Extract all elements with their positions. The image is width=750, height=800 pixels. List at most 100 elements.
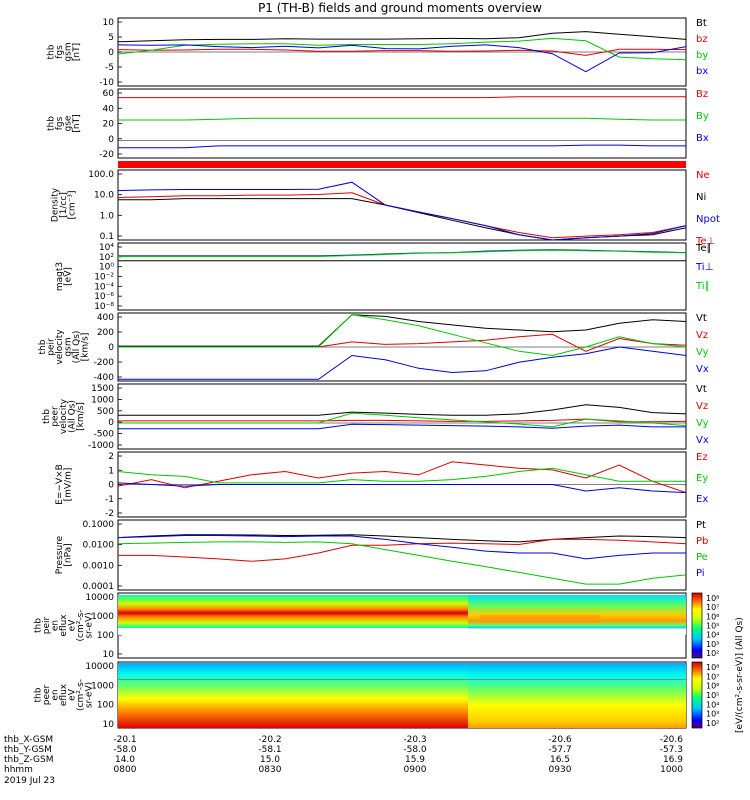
ytick-label: 10⁻⁴ — [94, 282, 114, 292]
ytick-label: -2 — [105, 509, 114, 519]
legend-entry: Pi — [696, 568, 705, 579]
ylabel-line: (cm²-s- — [76, 679, 86, 711]
ylabel-line: thb — [34, 687, 44, 702]
ylabel-line: [nT] — [72, 114, 82, 132]
ytick-label: 20 — [103, 120, 115, 130]
ytick-label: 10 — [103, 18, 115, 28]
ylabel-line: thb — [38, 339, 48, 354]
legend-entry: Ni — [696, 192, 706, 203]
colorbar-tick: 10⁸ — [706, 594, 719, 603]
peer-spectrogram-image — [118, 663, 686, 728]
ytick-label: 0 — [108, 343, 114, 353]
ytick-label: 10⁰ — [99, 263, 114, 273]
ylabel-line: [mV/m] — [63, 468, 73, 502]
series-line-Ez — [117, 461, 687, 494]
ylabel-line: en — [51, 620, 61, 631]
ytick-label: 10⁻² — [94, 273, 114, 283]
series-line-bz — [117, 48, 687, 56]
ylabel-line: sr-eV) — [85, 612, 95, 638]
panel-frame — [117, 169, 687, 241]
ylabel-line: (All Qs) — [68, 400, 78, 433]
ylabel-line: velocity — [59, 398, 69, 434]
figure-title: P1 (TH-B) fields and ground moments over… — [258, 1, 542, 15]
ytick-label: 0.1 — [100, 232, 114, 242]
ytick-label: 10⁻⁸ — [94, 302, 114, 312]
ytick-label: 1000 — [91, 681, 114, 691]
series-line-Vx — [118, 346, 687, 380]
ytick-label: -400 — [94, 373, 115, 383]
ylabel-line: peer — [51, 406, 61, 427]
legend-entry: bz — [696, 34, 708, 45]
ytick-label: 5 — [108, 33, 114, 43]
legend-entry: Pb — [696, 536, 708, 547]
ytick-label: 10000 — [85, 593, 114, 603]
legend-entry: Vy — [696, 347, 709, 358]
colorbar-tick: 10⁴ — [706, 700, 719, 709]
ylabel-line: en — [51, 689, 61, 700]
series-line-Ni — [118, 198, 687, 241]
ylabel-line: [km/s] — [76, 402, 86, 431]
series-line-Vy — [118, 314, 687, 357]
ytick-label: 0 — [108, 418, 114, 428]
ylabel-line: fgs — [55, 116, 65, 130]
ylabel-line: gsm — [63, 337, 73, 356]
panel-efield: 2 1 0 -1 -2 E=−V×B[mV/m] Ez Ey Ex — [55, 451, 708, 519]
time-axis-value: -58.0 — [403, 745, 427, 755]
legend-entry: Bt — [696, 18, 707, 29]
legend-entry: Ez — [696, 452, 708, 463]
ytick-label: 10⁻⁶ — [94, 292, 114, 302]
date-label: 2019 Jul 23 — [4, 776, 55, 786]
panel-frame — [117, 383, 687, 450]
ylabel-line: [cm⁻³] — [68, 190, 78, 219]
time-axis-value: 14.0 — [115, 755, 135, 765]
ytick-label: 40 — [103, 104, 115, 114]
ytick-label: -20 — [99, 150, 114, 160]
legend-entry: Ey — [696, 473, 708, 484]
ylabel-line: [nT] — [72, 43, 82, 61]
series-line-Ex — [117, 482, 687, 494]
ytick-label: -500 — [94, 430, 115, 440]
ylabel-line: velocity — [55, 329, 65, 365]
colorbar-bottom — [691, 661, 703, 729]
panel-frame — [117, 88, 687, 159]
time-axis-value: -58.0 — [113, 745, 137, 755]
ylabel-line: thb — [46, 116, 56, 131]
ytick-label: 0.0001 — [83, 582, 115, 592]
legend-entry: By — [696, 111, 709, 122]
colorbar-tick: 10⁶ — [706, 682, 719, 691]
ytick-label: 0.1000 — [83, 520, 115, 530]
series-line-Pe — [117, 541, 687, 585]
time-axis-value: -58.1 — [258, 745, 281, 755]
ytick-label: 10.0 — [94, 191, 114, 201]
time-axis-row-label: thb_Z-GSM — [4, 755, 53, 765]
series-line-Pt — [117, 534, 687, 543]
time-axis-row-label: thb_Y-GSM — [4, 745, 52, 755]
ytick-label: 100 — [97, 701, 114, 711]
ytick-label: 0 — [108, 481, 114, 491]
colorbar-tick: 10⁵ — [706, 622, 719, 631]
legend-entry: Ne — [696, 170, 710, 181]
legend-entry: Te∥ — [695, 243, 712, 254]
time-axis-value: -20.6 — [548, 735, 572, 745]
ylabel-line: eV — [68, 619, 78, 632]
ytick-label: 2 — [108, 452, 114, 462]
series-line-bx — [117, 44, 687, 73]
legend-entry: Ex — [696, 494, 708, 505]
legend-entry: Vy — [696, 418, 709, 429]
colorbar-tick: 10⁷ — [706, 672, 719, 681]
colorbar-top — [691, 592, 703, 659]
ylabel-line: [nPa] — [63, 543, 73, 566]
series-line-Vx — [118, 423, 686, 430]
ylabel-line: thb — [34, 618, 44, 633]
series-line-by — [117, 37, 687, 61]
time-axis-value: 1000 — [660, 765, 683, 775]
ytick-label: -10 — [99, 78, 114, 88]
series-line-Vy — [118, 412, 687, 428]
legend-entry: by — [696, 50, 708, 61]
series-line-Bz — [118, 96, 686, 99]
ylabel-line: thb — [42, 409, 52, 424]
time-axis-value: 0900 — [404, 765, 427, 775]
